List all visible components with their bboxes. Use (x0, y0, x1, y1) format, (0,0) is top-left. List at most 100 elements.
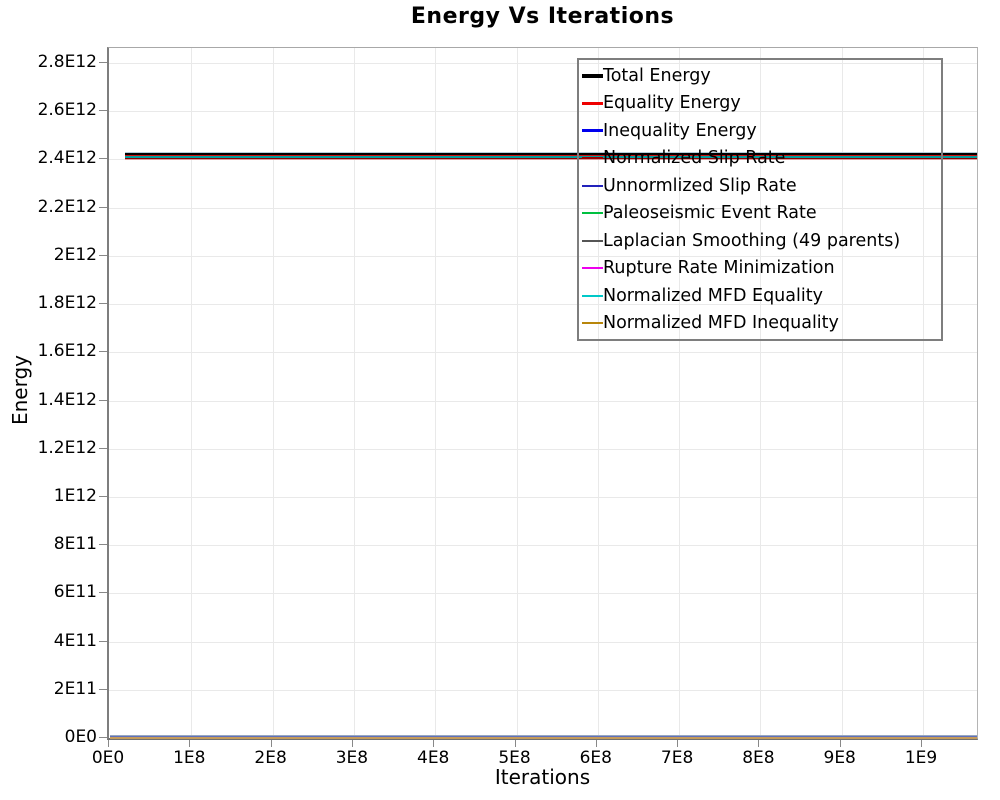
legend-label: Equality Energy (603, 93, 741, 114)
legend-line-swatch (582, 129, 603, 133)
series-line-segment (124, 158, 977, 160)
x-tick-mark (595, 740, 597, 747)
legend-line-swatch (582, 157, 603, 160)
legend-line-swatch (582, 212, 603, 215)
x-tick-label: 0E0 (91, 748, 125, 768)
y-gridline (109, 496, 977, 498)
y-tick-mark (99, 544, 107, 546)
y-gridline (109, 641, 977, 643)
y-tick-mark (99, 351, 107, 353)
legend-line-swatch (582, 184, 603, 187)
data-series-band (110, 734, 977, 739)
legend-line-swatch (582, 294, 603, 297)
y-tick-mark (99, 640, 107, 642)
y-tick-mark (99, 62, 107, 63)
legend-item: Laplacian Smoothing (49 parents) (582, 228, 941, 254)
plot-area (107, 47, 978, 740)
legend-label: Normalized MFD Equality (603, 285, 823, 306)
y-gridline (109, 111, 977, 113)
x-gridline (191, 48, 193, 738)
x-gridline (435, 48, 437, 738)
y-tick-mark (99, 254, 107, 256)
series-line-segment (124, 159, 977, 161)
legend-label: Inequality Energy (603, 120, 757, 141)
y-tick-label: 2.2E12 (37, 196, 97, 217)
y-tick-mark (99, 399, 107, 401)
y-tick-mark (99, 688, 107, 690)
y-tick-label: 1.2E12 (37, 437, 97, 458)
y-gridline (109, 593, 977, 595)
y-tick-label: 1.8E12 (37, 293, 97, 314)
y-tick-mark (99, 495, 107, 497)
y-gridline (109, 545, 977, 547)
legend-label: Total Energy (603, 65, 711, 86)
legend-label: Normalized Slip Rate (603, 148, 786, 169)
x-tick-mark (921, 740, 922, 747)
legend-item: Equality Energy (582, 90, 941, 116)
legend-item: Rupture Rate Minimization (582, 255, 941, 281)
y-tick-label: 6E11 (53, 582, 97, 603)
x-tick-label: 7E8 (660, 748, 694, 768)
legend-item: Unnormlized Slip Rate (582, 173, 941, 199)
x-gridline (597, 48, 599, 738)
y-tick-mark (99, 303, 107, 305)
y-tick-label: 1.4E12 (37, 389, 97, 410)
legend-line-swatch (582, 101, 603, 105)
legend-label: Unnormlized Slip Rate (603, 175, 797, 196)
y-tick-label: 8E11 (53, 534, 97, 555)
legend-item: Normalized MFD Inequality (582, 310, 941, 336)
legend-item: Total Energy (582, 63, 941, 89)
x-gridline (272, 48, 274, 738)
y-gridline (109, 352, 977, 354)
y-gridline (109, 207, 977, 209)
x-tick-label: 8E8 (742, 748, 775, 768)
x-gridline (679, 48, 681, 738)
x-tick-label: 4E8 (417, 748, 450, 768)
y-tick-label: 2.8E12 (37, 52, 97, 72)
y-gridline (109, 689, 977, 691)
y-tick-label: 1.6E12 (37, 341, 97, 362)
legend: Total Energy Equality Energy Inequality En… (577, 58, 943, 341)
data-series-band (124, 152, 977, 161)
x-tick-mark (270, 740, 272, 747)
x-gridline (353, 48, 355, 738)
x-tick-mark (433, 740, 435, 747)
y-tick-label: 2.4E12 (37, 148, 97, 169)
x-tick-label: 6E8 (579, 748, 612, 768)
x-gridline (760, 48, 762, 738)
legend-line-swatch (582, 322, 603, 325)
x-tick-mark (677, 740, 679, 747)
y-tick-label: 4E11 (53, 630, 97, 651)
x-tick-mark (758, 740, 760, 747)
x-tick-label: 9E8 (823, 748, 856, 768)
legend-label: Laplacian Smoothing (49 parents) (603, 230, 901, 251)
x-tick-mark (514, 740, 516, 747)
y-tick-mark (99, 206, 107, 208)
x-gridline (516, 48, 518, 738)
y-gridline (109, 400, 977, 402)
legend-label: Paleoseismic Event Rate (603, 203, 817, 224)
x-tick-mark (108, 740, 109, 747)
series-line-segment (110, 735, 977, 737)
y-gridline (109, 304, 977, 306)
x-tick-mark (351, 740, 353, 747)
x-tick-label: 2E8 (254, 748, 287, 768)
y-tick-label: 1E12 (53, 485, 97, 506)
legend-item: Inequality Energy (582, 118, 941, 144)
series-line-segment (124, 156, 977, 159)
legend-item: Paleoseismic Event Rate (582, 200, 941, 226)
x-tick-label: 3E8 (335, 748, 369, 768)
x-gridline (841, 48, 843, 738)
legend-line-swatch (582, 267, 603, 270)
legend-label: Normalized MFD Inequality (603, 313, 839, 334)
y-tick-mark (99, 737, 107, 738)
x-axis-title: Iterations (494, 765, 591, 789)
legend-label: Rupture Rate Minimization (603, 258, 835, 279)
legend-line-swatch (582, 73, 603, 78)
y-gridline (109, 63, 977, 64)
y-tick-label: 2E11 (53, 678, 97, 699)
y-tick-label: 2.6E12 (37, 100, 97, 121)
x-tick-label: 1E9 (904, 748, 938, 768)
y-tick-label: 0E0 (64, 727, 97, 747)
